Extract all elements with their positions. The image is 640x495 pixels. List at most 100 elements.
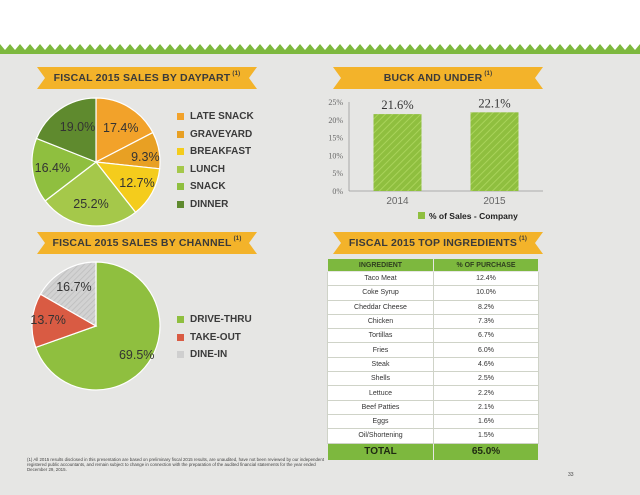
- legend-item-lunch: LUNCH: [177, 161, 254, 179]
- pie-label-dinner: 19.0%: [59, 119, 96, 134]
- banner-daypart-text: FISCAL 2015 SALES BY DAYPART: [53, 72, 231, 84]
- x-tick-label-2015: 2015: [483, 196, 506, 207]
- daypart-pie-chart: [31, 97, 161, 227]
- pie-slice-dinner: [35, 97, 97, 163]
- ingredient-percent: 8.2%: [433, 299, 539, 315]
- legend-item-dine-in: DINE-IN: [177, 346, 252, 364]
- legend-label: LUNCH: [190, 163, 225, 175]
- banner-ingredients-sup: (1): [519, 236, 528, 242]
- ingredient-percent: 1.5%: [433, 428, 539, 444]
- ingredient-name: Eggs: [327, 413, 434, 430]
- legend-swatch: [177, 351, 184, 359]
- pie-label-drive-thru: 69.5%: [118, 348, 155, 363]
- ingredient-percent: 4.6%: [433, 356, 539, 373]
- y-tick-label: 5%: [332, 169, 343, 178]
- buck-bar-chart: 0% 5% 10% 15% 20% 25% 21.6% 2014 22.1% 2015 % of S…: [328, 96, 543, 221]
- y-tick-label: 0%: [332, 187, 343, 196]
- legend-item-take-out: TAKE-OUT: [177, 329, 252, 347]
- pie-slice-dine-in: [39, 261, 97, 328]
- legend-item-drive-thru: DRIVE-THRU: [177, 311, 252, 329]
- y-tick-label: 25%: [328, 98, 343, 107]
- legend-label: TAKE-OUT: [190, 331, 241, 343]
- footnote: (1) All 2015 results disclosed in this p…: [27, 457, 325, 473]
- pie-slice-drive-thru: [34, 261, 161, 391]
- total-value: 65.0%: [433, 442, 539, 461]
- pie-label-graveyard: 9.3%: [131, 149, 160, 164]
- legend-item-breakfast: BREAKFAST: [177, 143, 254, 161]
- y-tick-label: 10%: [328, 151, 343, 160]
- legend-label: DRIVE-THRU: [190, 314, 252, 326]
- table-row: Cheddar Cheese 8.2%: [327, 299, 539, 315]
- channel-pie-chart: [31, 261, 161, 391]
- ingredient-name: Shells: [327, 371, 434, 387]
- ingredient-percent: 6.7%: [433, 328, 539, 344]
- pie-label-lunch: 25.2%: [73, 196, 109, 211]
- legend-item-dinner: DINNER: [177, 196, 254, 214]
- ingredient-percent: 2.2%: [433, 385, 539, 401]
- bar-legend-swatch: [418, 212, 425, 219]
- table-row: Taco Meat 12.4%: [327, 270, 539, 287]
- banner-buck-sup: (1): [484, 71, 493, 77]
- ingredient-percent: 6.0%: [433, 342, 539, 358]
- legend-swatch: [177, 316, 184, 324]
- legend-item-late-snack: LATE SNACK: [177, 108, 254, 126]
- table-row: Chicken 7.3%: [327, 313, 539, 330]
- banner-daypart: FISCAL 2015 SALES BY DAYPART (1): [37, 67, 257, 89]
- banner-buck-text: BUCK AND UNDER: [383, 72, 483, 84]
- bar-legend-label: % of Sales - Company: [429, 211, 518, 221]
- banner-channel-text: FISCAL 2015 SALES BY CHANNEL: [52, 237, 232, 249]
- ingredient-name: Steak: [327, 356, 434, 373]
- header-percent: % OF PURCHASE: [433, 258, 539, 272]
- ingredient-name: Tortillas: [327, 328, 434, 344]
- page-number: 33: [568, 472, 574, 478]
- ingredient-name: Coke Syrup: [327, 285, 434, 301]
- legend-swatch: [177, 165, 184, 173]
- legend-swatch: [177, 333, 184, 341]
- legend-swatch: [177, 113, 184, 121]
- pie-slice-take-out: [31, 293, 98, 349]
- table-row: Beef Patties 2.1%: [327, 399, 539, 415]
- bar-data-label-2015: 22.1%: [478, 96, 510, 110]
- legend-swatch: [177, 200, 184, 208]
- pie-label-breakfast: 12.7%: [119, 176, 155, 191]
- legend-label: GRAVEYARD: [190, 128, 253, 140]
- ingredient-percent: 7.3%: [433, 313, 539, 330]
- ingredient-name: Taco Meat: [327, 270, 434, 287]
- top-margin: [0, 0, 640, 44]
- ingredient-name: Lettuce: [327, 385, 434, 401]
- channel-legend: DRIVE-THRU TAKE-OUT DINE-IN: [177, 311, 252, 364]
- bar-data-label-2014: 21.6%: [381, 98, 413, 112]
- table-row: Shells 2.5%: [327, 371, 539, 387]
- banner-daypart-sup: (1): [232, 71, 241, 77]
- y-tick-label: 20%: [328, 116, 343, 125]
- legend-label: DINE-IN: [190, 349, 228, 361]
- legend-label: BREAKFAST: [190, 146, 252, 158]
- banner-ingredients: FISCAL 2015 TOP INGREDIENTS (1): [333, 232, 543, 254]
- pie-label-dine-in: 16.7%: [56, 280, 92, 295]
- table-row: Coke Syrup 10.0%: [327, 285, 539, 301]
- bar-2015: [470, 112, 519, 191]
- legend-item-snack: SNACK: [177, 178, 254, 196]
- table-row: Eggs 1.6%: [327, 413, 539, 430]
- ingredient-name: Chicken: [327, 313, 434, 330]
- daypart-legend: LATE SNACK GRAVEYARD BREAKFAST LUNCH SNACK DI…: [177, 108, 254, 213]
- ingredient-percent: 12.4%: [433, 270, 539, 287]
- total-label: TOTAL: [327, 442, 434, 461]
- table-row: Oil/Shortening 1.5%: [327, 428, 539, 444]
- legend-swatch: [177, 183, 184, 191]
- table-row: Lettuce 2.2%: [327, 385, 539, 401]
- legend-label: DINNER: [190, 198, 229, 210]
- legend-swatch: [177, 148, 184, 156]
- header-ingredient: INGREDIENT: [327, 258, 434, 272]
- table-header-row: INGREDIENT % OF PURCHASE: [327, 258, 539, 272]
- zigzag-border: [0, 42, 640, 54]
- ingredient-percent: 2.1%: [433, 399, 539, 415]
- banner-channel: FISCAL 2015 SALES BY CHANNEL (1): [37, 232, 257, 254]
- ingredient-name: Oil/Shortening: [327, 428, 434, 444]
- table-row: Steak 4.6%: [327, 356, 539, 373]
- ingredient-name: Cheddar Cheese: [327, 299, 434, 315]
- ingredient-name: Beef Patties: [327, 399, 434, 415]
- pie-label-late-snack: 17.4%: [103, 120, 139, 135]
- legend-label: LATE SNACK: [190, 111, 254, 123]
- ingredients-table: INGREDIENT % OF PURCHASE Taco Meat 12.4% C…: [327, 258, 539, 461]
